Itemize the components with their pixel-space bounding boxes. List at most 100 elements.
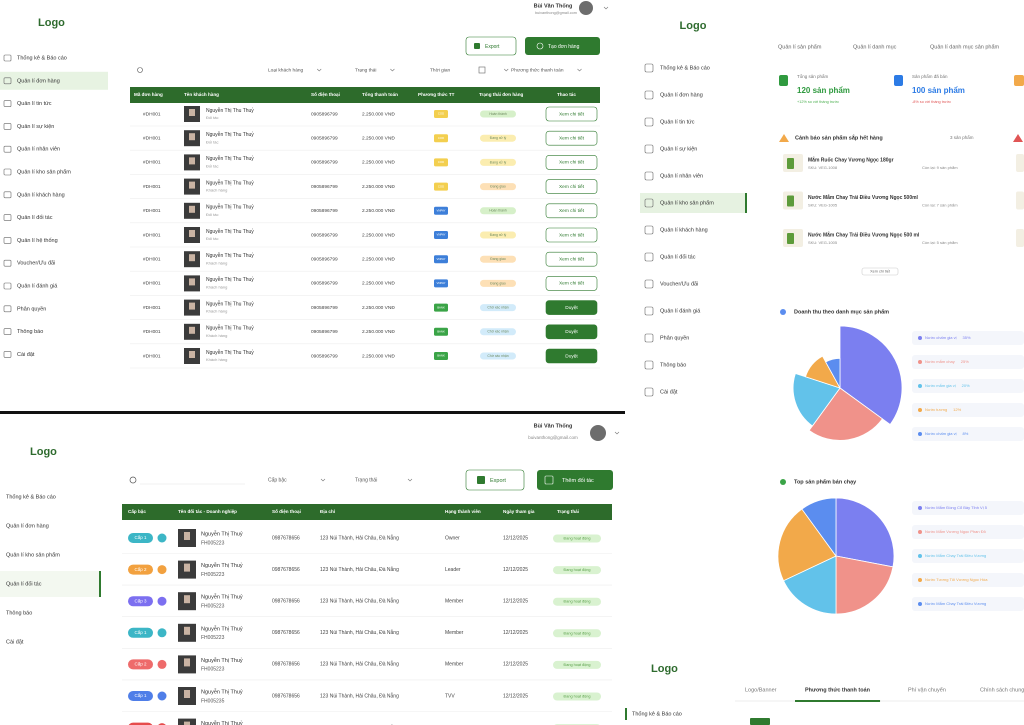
action-button[interactable] [545, 324, 598, 340]
tab[interactable]: Phí vận chuyển [908, 686, 946, 693]
menu-item[interactable]: Quản lí đánh giá [660, 308, 701, 314]
pie-slice [782, 555, 837, 615]
create-label[interactable]: Thêm đối tác [562, 478, 594, 484]
menu-item[interactable]: Quản lí sự kiện [17, 124, 54, 130]
action-button[interactable] [545, 130, 598, 146]
action-label[interactable]: Xem chi tiết [559, 135, 585, 141]
menu-item[interactable]: Cài đặt [660, 389, 678, 395]
menu-item[interactable]: Quản lí sự kiện [660, 146, 697, 152]
tab[interactable]: Chính sách chung [980, 687, 1024, 693]
filter[interactable]: Thời gian [430, 67, 451, 73]
action-label[interactable]: Xem chi tiết [559, 208, 585, 214]
export-label[interactable]: Export [490, 478, 506, 484]
level-icon [157, 565, 167, 575]
menu-item[interactable]: Thông báo [6, 610, 32, 616]
customer-type: Khách hàng [206, 188, 227, 193]
chevron-icon [614, 431, 620, 435]
menu-item[interactable]: Thống kê & Báo cáo [660, 65, 710, 71]
table-header [122, 504, 612, 520]
menu-item[interactable]: Quản lí đơn hàng [660, 92, 703, 98]
menu-item[interactable]: Cài đặt [6, 639, 24, 645]
action-button[interactable] [545, 348, 598, 364]
action-label[interactable]: Duyệt [565, 353, 578, 359]
export-label[interactable]: Export [485, 44, 500, 50]
menu-item[interactable]: Quản lí kho sản phẩm [6, 551, 60, 558]
action-button[interactable] [545, 227, 598, 243]
export-button[interactable] [465, 469, 525, 491]
tab[interactable]: Quản lí danh mục [853, 44, 897, 50]
menu-item[interactable]: Quản lí đối tác [660, 254, 696, 260]
menu-item[interactable]: Thông báo [17, 329, 43, 335]
legend-value: 20% [962, 383, 970, 388]
menu-item[interactable]: Quản lí nhân viên [17, 147, 60, 153]
action-button[interactable] [545, 251, 598, 267]
joined-date: 12/12/2025 [503, 693, 528, 699]
tab[interactable]: Logo/Banner [745, 687, 777, 693]
action-button[interactable] [545, 155, 598, 170]
avatar-face [189, 351, 195, 358]
more-button[interactable] [861, 267, 899, 276]
more-label[interactable]: Xem chi tiết [870, 270, 891, 274]
action-label[interactable]: Duyệt [565, 305, 578, 311]
menu-item[interactable]: Thống kê & Báo cáo [632, 711, 682, 717]
joined-date: 12/12/2025 [503, 630, 528, 636]
tab[interactable]: Quản lí sản phẩm [778, 43, 822, 50]
active-menu-bg [0, 571, 101, 597]
action-label[interactable]: Xem chi tiết [559, 232, 585, 238]
menu-item[interactable]: Quản lí tin tức [660, 119, 695, 125]
menu-item[interactable]: Quản lí đối tác [6, 581, 42, 587]
status-label: Đang giao [490, 257, 506, 261]
pie-slice [777, 508, 837, 582]
menu-item[interactable]: Quản lí nhân viên [660, 173, 703, 179]
tab[interactable]: Phương thức thanh toán [805, 687, 871, 693]
action-button[interactable] [545, 179, 598, 194]
create-button[interactable] [525, 37, 600, 55]
menu-item[interactable]: Quản lí đơn hàng [17, 78, 60, 84]
action-label[interactable]: Xem chi tiết [559, 256, 585, 262]
menu-item[interactable]: Quản lí kho sản phẩm [660, 199, 714, 206]
filter[interactable]: Phương thức thanh toán [511, 67, 564, 73]
menu-item[interactable]: Phân quyền [660, 335, 689, 341]
action-button[interactable] [545, 106, 598, 122]
action-label[interactable]: Xem chi tiết [559, 281, 585, 287]
low-stock-count: 3 sản phẩm [950, 134, 974, 140]
menu-item[interactable]: Quản lí kho sản phẩm [17, 168, 71, 175]
filter[interactable]: Cấp bậc [268, 477, 287, 483]
filter[interactable]: Loại khách hàng [268, 67, 304, 73]
menu-item[interactable]: Quản lí đơn hàng [6, 523, 49, 529]
customer-name: Nguyễn Thị Thu Thuỷ [206, 228, 254, 235]
menu-item[interactable]: Voucher/Ưu đãi [660, 281, 698, 287]
menu-item[interactable]: Quản lí hệ thống [17, 238, 58, 244]
phone: 0905896799 [311, 281, 338, 287]
avatar-face [189, 133, 195, 141]
menu-item[interactable]: Quản lí khách hàng [17, 192, 65, 198]
create-label[interactable]: Tạo đơn hàng [548, 44, 580, 50]
action-button[interactable] [545, 203, 598, 219]
menu-item[interactable]: Thống kê & Báo cáo [6, 494, 56, 500]
menu-item[interactable]: Quản lí khách hàng [660, 227, 708, 233]
menu-item[interactable]: Thống kê & Báo cáo [17, 55, 67, 61]
customer-name: Nguyễn Thị Thu Thuỷ [206, 155, 254, 162]
menu-item[interactable]: Voucher/Ưu đãi [17, 261, 55, 267]
menu-item[interactable]: Quản lí đánh giá [17, 283, 58, 289]
menu-item[interactable]: Cài đặt [17, 352, 35, 358]
action-button[interactable] [545, 300, 598, 315]
level-label: Cấp 1 [134, 693, 147, 698]
menu-icon [644, 63, 654, 73]
action-label[interactable]: Xem chi tiết [559, 111, 585, 117]
menu-item[interactable]: Thông báo [660, 362, 686, 368]
create-button[interactable] [537, 470, 613, 490]
tab[interactable]: Quản lí danh mục sản phẩm [930, 43, 1000, 50]
action-label[interactable]: Xem chi tiết [559, 184, 585, 190]
menu-item[interactable]: Quản lí tin tức [17, 101, 52, 107]
menu-item[interactable]: Quản lí đối tác [17, 215, 53, 221]
filter[interactable]: Trạng thái [355, 477, 377, 483]
action-label[interactable]: Xem chi tiết [559, 160, 585, 166]
menu-item[interactable]: Phân quyền [17, 306, 46, 312]
action-label[interactable]: Duyệt [565, 329, 578, 335]
avatar-face [184, 658, 190, 667]
filter[interactable]: Trạng thái [355, 67, 376, 73]
export-button[interactable] [465, 36, 517, 56]
action-button[interactable] [545, 276, 598, 291]
